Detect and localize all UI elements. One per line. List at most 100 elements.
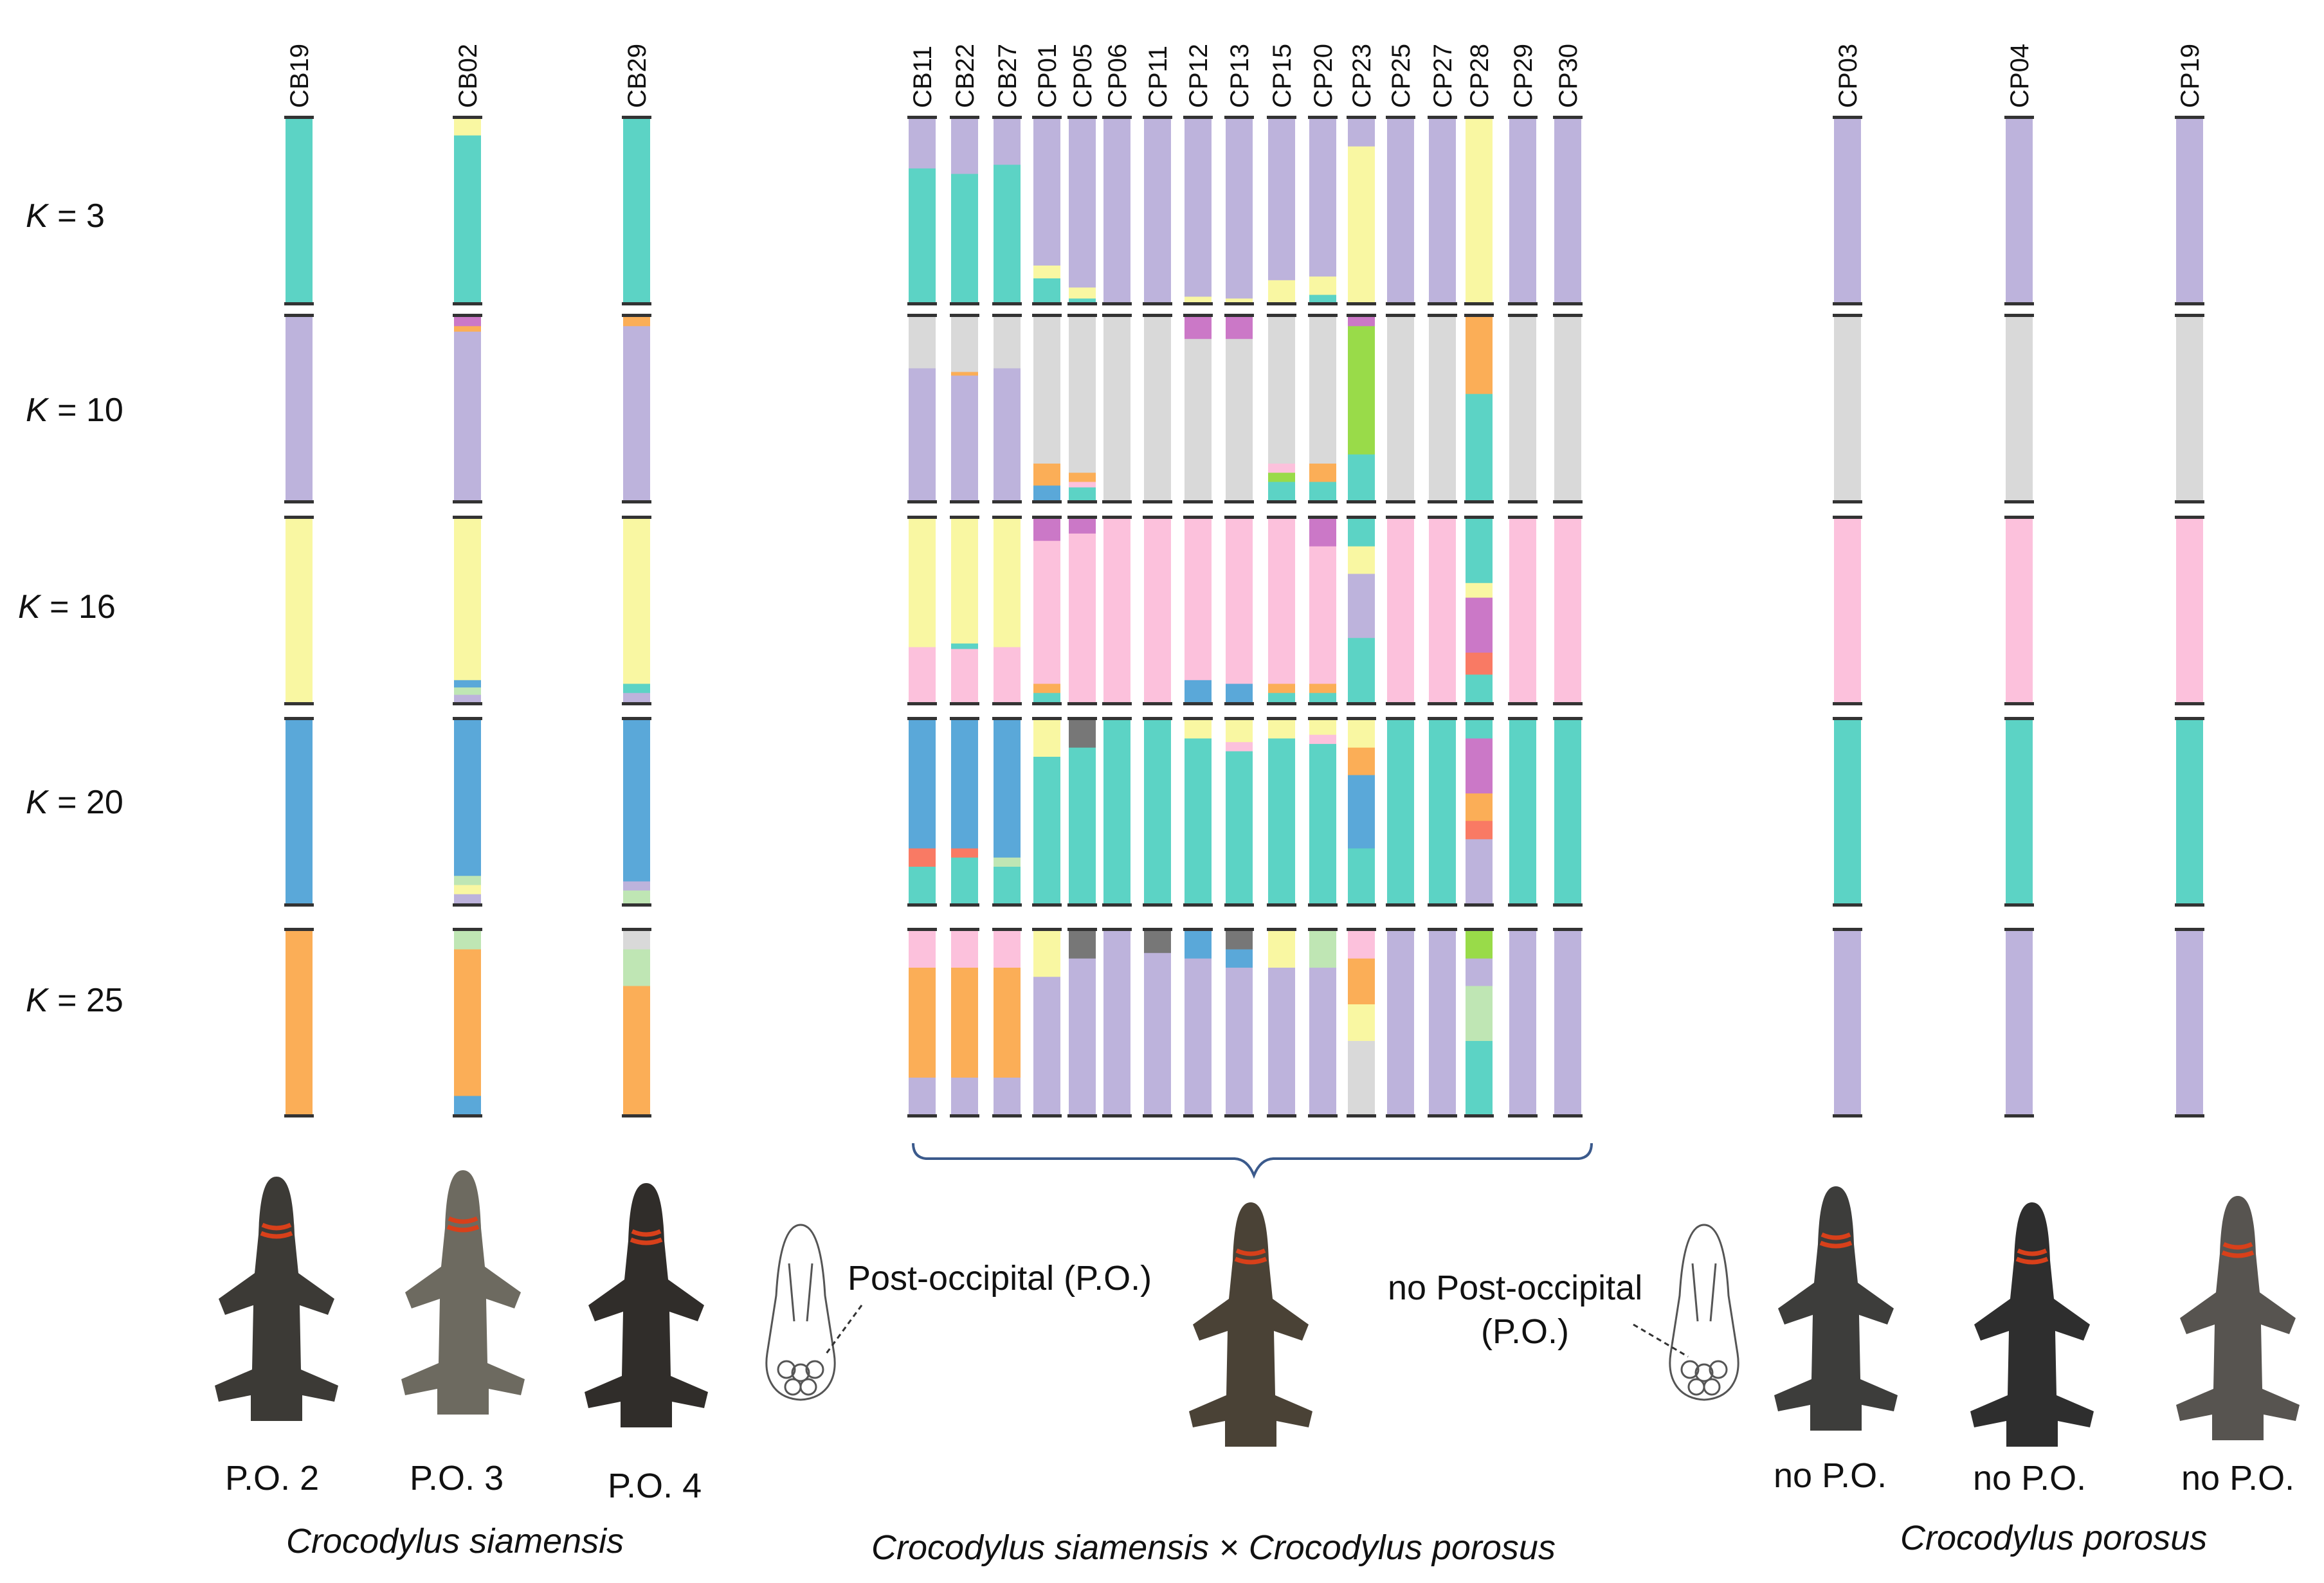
bar-k10-cp28: [1464, 314, 1494, 503]
no-po-pointer-line: [1633, 1323, 1689, 1358]
segment-k3-cb02-1: [454, 135, 481, 303]
bar-cap-top-k20-cp29: [1508, 717, 1538, 720]
segment-k20-cb22-2: [951, 857, 978, 904]
segment-k25-cb02-1: [454, 949, 481, 1096]
bar-k25-cp25: [1386, 928, 1415, 1117]
segment-k20-cp29-0: [1509, 720, 1536, 904]
segment-k16-cp13-1: [1226, 683, 1253, 703]
bar-cap-bottom-k10-cp28: [1464, 500, 1494, 503]
k-label-value: = 10: [48, 392, 123, 429]
bar-k20-cb19: [284, 717, 314, 907]
segment-k3-cb27-0: [994, 119, 1021, 165]
segment-k20-cp23-3: [1348, 848, 1375, 904]
bar-k16-cp15: [1267, 516, 1296, 705]
bar-cap-bottom-k25-cp03: [1833, 1114, 1862, 1117]
bar-cap-top-k25-cp23: [1347, 928, 1376, 931]
segment-k16-cp28-3: [1466, 653, 1493, 675]
bar-k3-cb27: [992, 116, 1022, 305]
bar-cap-top-k16-cb22: [950, 516, 979, 519]
bar-cap-bottom-k3-cb27: [992, 302, 1022, 305]
bar-k25-cp15: [1267, 928, 1296, 1117]
bar-k10-cb19: [284, 314, 314, 503]
bar-k16-cp01: [1032, 516, 1062, 705]
segment-k10-cp05-3: [1069, 487, 1096, 501]
bar-cap-top-k16-cb02: [453, 516, 482, 519]
bar-k20-cb27: [992, 717, 1022, 907]
bar-cap-top-k20-cb27: [992, 717, 1022, 720]
bar-cap-top-k16-cp05: [1067, 516, 1097, 519]
bar-cap-bottom-k16-cp12: [1183, 702, 1213, 705]
bar-k3-cp04: [2004, 116, 2034, 305]
sample-label-cp15: CP15: [1268, 44, 1296, 108]
bar-cap-top-k25-cp29: [1508, 928, 1538, 931]
bar-cap-bottom-k25-cp30: [1553, 1114, 1583, 1117]
phenotype-label-cb19: P.O. 2: [225, 1459, 320, 1497]
segment-k20-cp13-0: [1226, 720, 1253, 743]
segment-k16-cp20-3: [1309, 692, 1336, 703]
sample-label-cb22: CB22: [951, 44, 979, 108]
bar-cap-top-k3-cb02: [453, 116, 482, 119]
bar-cap-top-k16-cp27: [1428, 516, 1457, 519]
bar-cap-top-k3-cp27: [1428, 116, 1457, 119]
segment-k10-cp05-0: [1069, 317, 1096, 473]
bar-cap-bottom-k20-cp03: [1833, 903, 1862, 907]
segment-k20-cb11-0: [909, 720, 936, 849]
segment-k20-cp04-0: [2006, 720, 2033, 904]
segment-k25-cp01-1: [1033, 977, 1060, 1115]
bar-k20-cp04: [2004, 717, 2034, 907]
segment-k3-cp25-0: [1387, 119, 1414, 303]
segment-k25-cb11-1: [909, 968, 936, 1078]
bar-cap-top-k10-cp12: [1183, 314, 1213, 317]
segment-k25-cp04-0: [2006, 931, 2033, 1115]
bar-cap-bottom-k3-cp27: [1428, 302, 1457, 305]
segment-k25-cb29-0: [623, 931, 650, 950]
segment-k10-cp15-3: [1268, 482, 1295, 501]
bar-cap-top-k16-cb29: [622, 516, 651, 519]
segment-k16-cp15-2: [1268, 692, 1295, 703]
segment-k16-cp01-2: [1033, 683, 1060, 694]
bar-cap-top-k10-cp28: [1464, 314, 1494, 317]
bar-cap-top-k25-cp20: [1308, 928, 1338, 931]
bar-cap-bottom-k25-cp13: [1224, 1114, 1254, 1117]
segment-k20-cp05-0: [1069, 720, 1096, 748]
bar-k25-cb19: [284, 928, 314, 1117]
bar-cap-bottom-k20-cb27: [992, 903, 1022, 907]
bar-cap-top-k25-cp28: [1464, 928, 1494, 931]
bar-cap-top-k25-cp06: [1102, 928, 1132, 931]
bar-k10-cp06: [1102, 314, 1132, 503]
bar-cap-top-k3-cp30: [1553, 116, 1583, 119]
bar-cap-top-k10-cp04: [2004, 314, 2034, 317]
segment-k16-cp05-0: [1069, 519, 1096, 534]
bar-cap-bottom-k10-cb19: [284, 500, 314, 503]
bar-cap-top-k3-cp06: [1102, 116, 1132, 119]
segment-k20-cp15-1: [1268, 738, 1295, 904]
bar-cap-top-k20-cp11: [1143, 717, 1172, 720]
segment-k16-cp06-0: [1103, 519, 1130, 703]
segment-k10-cp23-0: [1348, 317, 1375, 327]
bar-cap-top-k20-cb02: [453, 717, 482, 720]
segment-k20-cp15-0: [1268, 720, 1295, 739]
segment-k3-cp27-0: [1429, 119, 1456, 303]
segment-k16-cb02-2: [454, 687, 481, 696]
bar-cap-top-k3-cp20: [1308, 116, 1338, 119]
bar-cap-bottom-k3-cp03: [1833, 302, 1862, 305]
segment-k16-cb11-1: [909, 647, 936, 703]
bar-cap-bottom-k3-cp04: [2004, 302, 2034, 305]
bar-cap-bottom-k25-cp15: [1267, 1114, 1296, 1117]
bar-k3-cp03: [1833, 116, 1862, 305]
segment-k3-cp15-1: [1268, 280, 1295, 303]
bar-cap-bottom-k10-cp27: [1428, 500, 1457, 503]
bar-cap-bottom-k16-cp13: [1224, 702, 1254, 705]
bar-cap-top-k16-cp20: [1308, 516, 1338, 519]
segment-k16-cp23-1: [1348, 546, 1375, 574]
bar-cap-top-k16-cb19: [284, 516, 314, 519]
bar-cap-bottom-k20-cp29: [1508, 903, 1538, 907]
bar-cap-top-k16-cp12: [1183, 516, 1213, 519]
sample-label-cp01: CP01: [1033, 44, 1062, 108]
segment-k10-cp12-1: [1185, 339, 1212, 501]
bar-cap-bottom-k20-cp23: [1347, 903, 1376, 907]
segment-k10-cb22-1: [951, 372, 978, 376]
bar-cap-bottom-k3-cp30: [1553, 302, 1583, 305]
bar-k10-cp15: [1267, 314, 1296, 503]
